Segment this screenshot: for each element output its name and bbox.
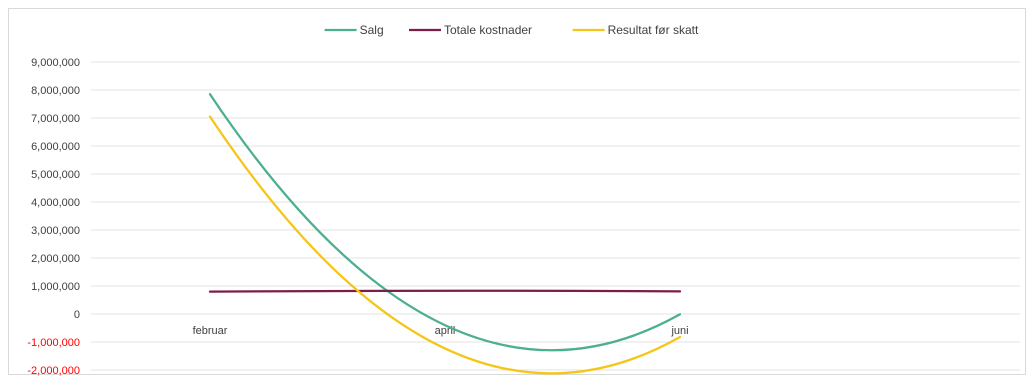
y-tick-label: 7,000,000 [31, 113, 80, 125]
y-tick-label: 8,000,000 [31, 85, 80, 97]
x-category-label: februar [193, 325, 228, 337]
y-tick-label: 5,000,000 [31, 169, 80, 181]
y-tick-label: 2,000,000 [31, 253, 80, 265]
x-axis-categories: februar april juni [193, 325, 689, 337]
legend-label: Totale kostnader [444, 23, 532, 37]
x-category-label: april [435, 325, 456, 337]
y-tick-label: 1,000,000 [31, 281, 80, 293]
y-tick-label: 9,000,000 [31, 57, 80, 69]
series-line-3 [208, 115, 682, 375]
y-tick-label: 6,000,000 [31, 141, 80, 153]
x-category-label: juni [670, 325, 688, 337]
y-tick-label: -2,000,000 [27, 365, 80, 377]
gridlines [91, 61, 1020, 371]
y-tick-label: 3,000,000 [31, 225, 80, 237]
y-tick-label: -1,000,000 [27, 337, 80, 349]
y-axis-ticks: 9,000,000 8,000,000 7,000,000 6,000,000 5,00… [27, 57, 80, 377]
series-line-2 [208, 289, 682, 293]
series-line-1 [208, 93, 682, 352]
series-lines [208, 93, 682, 375]
y-tick-label: 0 [74, 309, 80, 321]
y-tick-label: 4,000,000 [31, 197, 80, 209]
legend-label: Resultat før skatt [608, 23, 699, 37]
legend-label: Salg [360, 23, 384, 37]
legend: Salg Totale kostnader Resultat før skatt [324, 23, 699, 37]
